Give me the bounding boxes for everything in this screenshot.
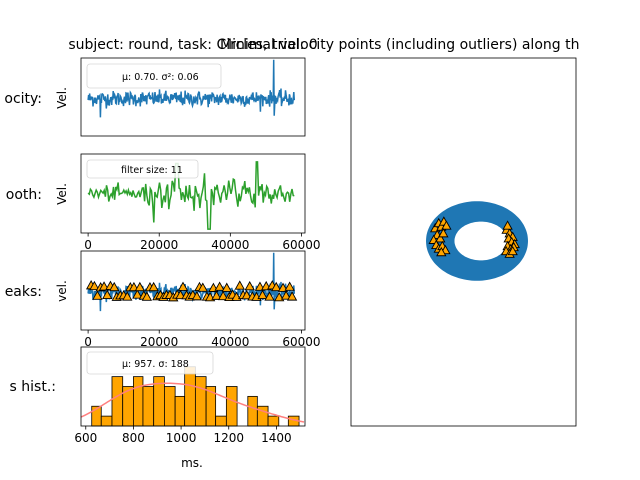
smooth-panel: 0 20000 40000 60000 (80, 153, 321, 252)
peak-marker (175, 289, 186, 300)
hist-x-tick-label: 1200 (213, 431, 244, 445)
row-label-hist: s hist.: (10, 379, 56, 395)
hist-bar (142, 386, 155, 427)
hist-bar (174, 395, 186, 427)
hist-bar (184, 366, 196, 427)
velocity-panel (80, 57, 306, 137)
trajectory-peak-marker (435, 233, 446, 243)
hist-kde-line (80, 382, 305, 423)
peak-marker (102, 289, 113, 299)
smooth-legend-text: filter size: 11 (121, 165, 183, 176)
trajectory-peak-marker (507, 245, 518, 256)
trajectory-axes-frame (350, 57, 577, 427)
peak-marker (217, 290, 229, 301)
ylabel-smooth: Vel. (55, 183, 69, 205)
hist-x-tick-label: 800 (122, 431, 145, 445)
hist-bar (247, 395, 258, 427)
hist-legend-text: μ: 957. σ: 188 (122, 359, 189, 370)
peak-marker (98, 281, 110, 291)
trajectory-peak-marker (441, 220, 452, 230)
peak-marker (257, 289, 268, 300)
trajectory-peak-marker (502, 220, 513, 230)
peak-marker (264, 291, 275, 301)
velocity-legend-text: μ: 0.70. σ²: 0.06 (122, 72, 199, 83)
smooth-x-tick-label: 0 (84, 238, 92, 252)
smooth-series-line (87, 161, 295, 230)
hist-axes-frame (80, 346, 306, 427)
trajectory-peak-marker (438, 228, 449, 238)
peaks-x-tick-label: 60000 (282, 335, 320, 349)
peak-marker (271, 281, 282, 292)
trajectory-panel (350, 57, 577, 427)
hist-xlabel: ms. (181, 456, 203, 470)
peak-marker (148, 281, 159, 292)
peak-marker (286, 291, 298, 301)
peaks-x-tick-label: 20000 (140, 335, 178, 349)
hist-bar (215, 415, 227, 427)
trajectory-peak-marker (436, 246, 447, 257)
peak-marker (241, 289, 252, 300)
histogram-panel: 600 800 1000 1200 1400 (74, 346, 306, 445)
hist-legend: μ: 957. σ: 188 (86, 351, 214, 375)
hist-x-tick-label: 1400 (261, 431, 292, 445)
hist-bar (164, 386, 176, 427)
hist-bar (225, 386, 238, 427)
peak-marker (214, 281, 225, 291)
peaks-panel: 0 20000 40000 60000 (80, 250, 321, 349)
hist-bar (133, 376, 144, 427)
hist-bar (111, 376, 124, 427)
hist-x-tick-label: 600 (74, 431, 97, 445)
row-label-smooth: ooth: (6, 187, 42, 203)
peak-marker (280, 290, 292, 300)
peak-marker (191, 291, 203, 301)
hist-bar (194, 376, 207, 427)
right-title: Minimal velocity points (including outli… (220, 37, 579, 53)
ylabel-velocity: Vel. (55, 87, 69, 109)
hist-bar (100, 415, 113, 427)
ylabel-peaks: vel. (55, 280, 69, 302)
peak-marker (234, 280, 245, 290)
peak-marker (109, 281, 120, 292)
peaks-x-tick-label: 40000 (211, 335, 249, 349)
row-label-peaks: eaks: (5, 284, 42, 300)
hist-x-tick-label: 1000 (166, 431, 197, 445)
smooth-axes-frame (80, 153, 306, 234)
peak-marker (211, 290, 222, 300)
smooth-x-tick-label: 20000 (140, 238, 178, 252)
trajectory-ring (426, 201, 528, 281)
row-label-velocity: ocity: (4, 91, 42, 107)
peak-marker (89, 280, 100, 291)
peak-marker (134, 281, 146, 292)
peak-marker (141, 291, 153, 301)
peak-marker (221, 282, 232, 292)
peak-marker (244, 280, 255, 291)
velocity-axes-frame (80, 57, 306, 137)
smooth-legend: filter size: 11 (86, 159, 199, 179)
peak-marker (177, 281, 189, 291)
peaks-x-tick-label: 0 (84, 335, 92, 349)
peak-marker (284, 281, 295, 291)
smooth-x-tick-label: 60000 (282, 238, 320, 252)
peak-marker (92, 290, 103, 300)
left-title: subject: round, task: Circles, trial: 0 (68, 37, 317, 53)
peaks-axes-frame (80, 250, 306, 331)
smooth-x-tick-label: 40000 (211, 238, 249, 252)
peak-marker (132, 289, 143, 299)
peak-marker (197, 282, 208, 292)
velocity-legend: μ: 0.70. σ²: 0.06 (86, 63, 222, 89)
peak-marker (122, 291, 133, 301)
peaks-series-line (87, 252, 296, 312)
velocity-series-line (87, 59, 296, 118)
hist-bar (267, 415, 280, 427)
